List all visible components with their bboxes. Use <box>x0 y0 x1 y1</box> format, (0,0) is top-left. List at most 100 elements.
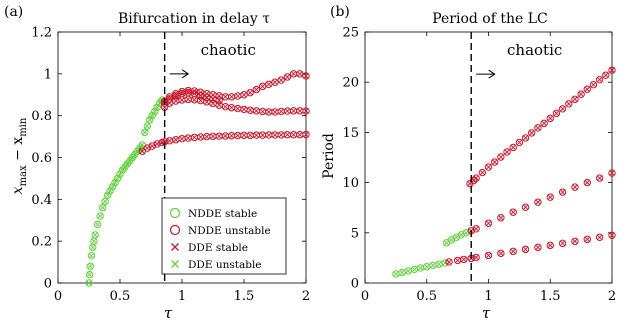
data-cross-top_unstable <box>559 106 566 112</box>
legend-entry-ndde-unstable: NDDE unstable <box>169 224 271 237</box>
y-tick-label: 10 <box>342 176 359 191</box>
data-point-low_unstable <box>472 253 480 262</box>
data-point-low_unstable <box>509 247 517 256</box>
data-cross-ndde_stable <box>97 213 103 219</box>
data-cross-ndde_stable <box>144 123 150 129</box>
data-cross-branch_mid <box>241 106 247 113</box>
data-cross-branch_low <box>284 131 291 138</box>
data-cross-low_unstable <box>485 252 492 259</box>
data-point-low_unstable <box>571 237 579 246</box>
data-cross-ndde_stable <box>119 167 126 173</box>
arrow-head-icon <box>181 69 190 79</box>
data-point-ndde_stable <box>111 178 119 187</box>
data-cross-ndde_stable <box>142 129 148 136</box>
data-point-top_unstable <box>565 100 573 108</box>
data-point-ndde_stable <box>143 122 151 130</box>
data-point-top_unstable <box>534 124 542 132</box>
y-tick-label: 0.8 <box>31 109 52 124</box>
data-cross-branch_mid <box>228 104 235 111</box>
data-cross-top_unstable <box>491 159 498 165</box>
data-point-low_unstable <box>595 233 604 242</box>
data-cross-ndde_stable <box>137 145 143 151</box>
data-cross-branch_mid <box>222 103 229 110</box>
data-point-low_unstable <box>558 239 567 248</box>
y-tick-label: 1.2 <box>31 26 52 41</box>
data-cross-ndde_stable <box>124 161 131 167</box>
data-cross-branch_low <box>259 132 266 138</box>
data-cross-branch_mid <box>191 97 198 103</box>
x-tick-label: 1 <box>484 289 492 304</box>
data-point-top_unstable <box>515 138 524 147</box>
data-cross-top_unstable <box>572 96 578 102</box>
data-cross-top_unstable <box>578 91 584 97</box>
data-cross-mid_unstable <box>559 189 566 195</box>
data-cross-branch_top <box>173 90 179 97</box>
data-cross-low_unstable <box>461 256 467 263</box>
data-cross-branch_low <box>216 133 222 139</box>
data-cross-ndde_stable <box>129 154 136 161</box>
data-point-low_unstable <box>583 235 591 244</box>
annotation-chaotic-b: chaotic <box>507 41 562 59</box>
y-tick-label: 25 <box>342 26 359 41</box>
data-cross-branch_low <box>290 131 297 138</box>
data-cross-branch_upper_mid <box>179 90 185 97</box>
data-point-top_unstable <box>469 176 478 185</box>
data-cross-top_unstable <box>467 180 473 187</box>
data-cross-low_stable <box>393 271 399 277</box>
data-point-branch_upper_mid <box>165 95 174 103</box>
data-point-top_unstable <box>546 114 554 123</box>
data-cross-branch_mid <box>303 108 309 114</box>
data-cross-ndde_stable <box>88 253 95 259</box>
data-point-ndde_stable <box>108 183 117 191</box>
data-cross-ndde_stable <box>107 188 113 194</box>
data-point-mid_unstable <box>509 208 517 216</box>
data-cross-branch_top <box>290 71 297 77</box>
data-point-branch_mid <box>302 107 310 115</box>
data-cross-top_unstable <box>603 72 609 78</box>
x-tick-label: 2 <box>608 289 616 304</box>
data-cross-low_unstable <box>547 242 553 249</box>
data-cross-branch_low <box>253 132 260 138</box>
data-cross-low_unstable <box>446 259 452 265</box>
x-axis-label-a: τ <box>164 304 173 322</box>
data-cross-branch_low <box>166 138 173 144</box>
data-point-low_unstable <box>534 243 542 252</box>
data-cross-low_unstable <box>454 257 461 264</box>
svg-text:xmax − xmin: xmax − xmin <box>10 117 29 194</box>
data-point-mid_unstable <box>497 214 505 222</box>
legend-marker-circle-red <box>169 224 181 236</box>
data-cross-branch_mid <box>290 108 297 114</box>
data-cross-top_unstable <box>584 86 591 92</box>
data-cross-branch_upper_mid <box>173 93 179 99</box>
data-cross-low_unstable <box>584 236 591 243</box>
x-tick-label: 1 <box>178 289 186 304</box>
x-tick-label: 0.5 <box>416 289 437 304</box>
data-point-mid_unstable <box>521 203 530 211</box>
data-cross-low_stable <box>411 266 418 273</box>
data-cross-low_unstable <box>522 246 529 253</box>
data-cross-branch_mid <box>297 108 303 114</box>
data-cross-branch_top <box>235 93 241 99</box>
data-cross-branch_top <box>303 73 309 79</box>
data-point-top_unstable <box>503 148 511 156</box>
svg-text:NDDE stable: NDDE stable <box>188 208 257 220</box>
y-tick-label: 0.2 <box>31 235 52 250</box>
legend-marker-circle-green <box>169 207 181 219</box>
data-cross-low_unstable <box>572 238 578 245</box>
data-cross-top_unstable <box>609 67 615 73</box>
legend-marker-cross-red <box>171 243 179 251</box>
data-point-top_unstable <box>558 105 567 113</box>
data-cross-mid_unstable <box>609 170 615 176</box>
data-cross-branch_mid <box>266 109 272 115</box>
data-cross-ndde_stable <box>91 238 97 244</box>
data-point-mid_unstable <box>595 174 604 182</box>
data-cross-branch_mid <box>247 107 253 113</box>
data-cross-branch_mid <box>235 105 241 112</box>
data-point-mid_unstable <box>534 198 542 206</box>
data-cross-mid_unstable <box>547 194 553 200</box>
data-cross-branch_low <box>210 133 216 140</box>
data-point-mid_unstable <box>583 178 591 187</box>
data-cross-top_unstable <box>510 144 516 151</box>
data-cross-low_stable <box>436 261 442 267</box>
data-point-low_unstable <box>546 241 554 250</box>
